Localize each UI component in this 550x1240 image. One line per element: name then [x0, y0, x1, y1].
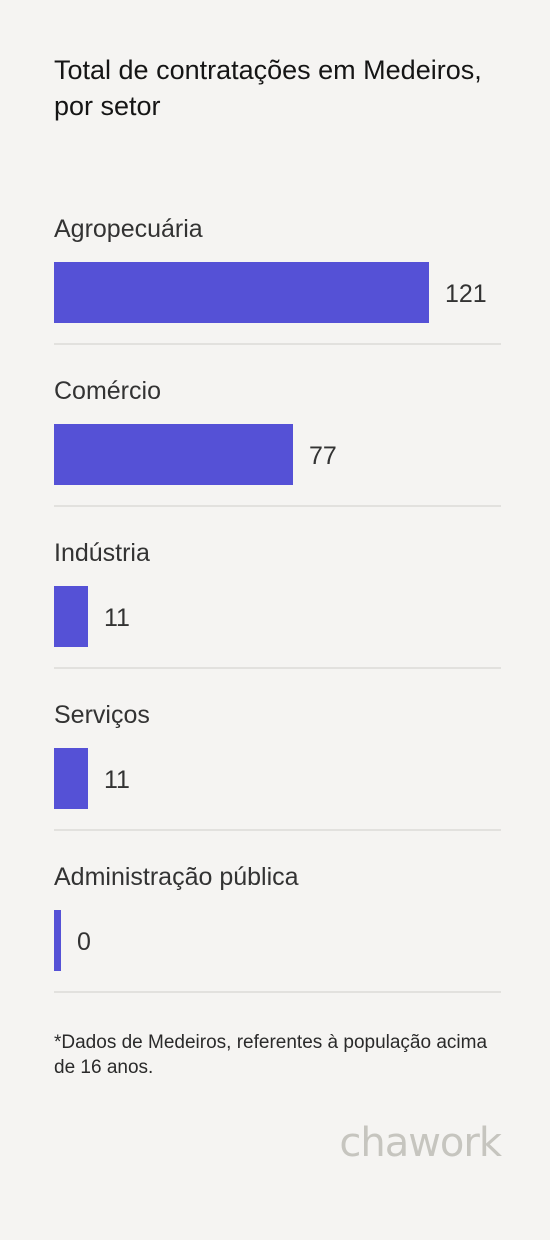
- category-label: Serviços: [54, 701, 150, 729]
- bar: [54, 910, 61, 971]
- chart-title: Total de contratações em Medeiros, por s…: [54, 55, 482, 121]
- bar: [54, 262, 429, 323]
- value-label: 11: [104, 604, 130, 632]
- category-label: Agropecuária: [54, 215, 203, 243]
- value-label: 0: [77, 928, 91, 956]
- bar: [54, 424, 293, 485]
- row-divider: [54, 667, 501, 669]
- bar-chart: Agropecuária 121 Comércio 77 Indústria 11 Serv…: [54, 200, 501, 1010]
- row-divider: [54, 343, 501, 345]
- chawork-logo: chawork: [339, 1120, 502, 1166]
- chart-row: Indústria 11: [54, 524, 501, 686]
- value-label: 77: [309, 442, 337, 470]
- footnote: *Dados de Medeiros, referentes à populaç…: [54, 1032, 488, 1078]
- bar: [54, 748, 88, 809]
- row-divider: [54, 829, 501, 831]
- chart-row: Administração pública 0: [54, 848, 501, 1010]
- chart-row: Serviços 11: [54, 686, 501, 848]
- value-label: 11: [104, 766, 130, 794]
- value-label: 121: [445, 280, 487, 308]
- category-label: Comércio: [54, 377, 161, 405]
- row-divider: [54, 505, 501, 507]
- category-label: Indústria: [54, 539, 150, 567]
- chart-row: Agropecuária 121: [54, 200, 501, 362]
- bar: [54, 586, 88, 647]
- row-divider: [54, 991, 501, 993]
- category-label: Administração pública: [54, 863, 299, 891]
- chart-row: Comércio 77: [54, 362, 501, 524]
